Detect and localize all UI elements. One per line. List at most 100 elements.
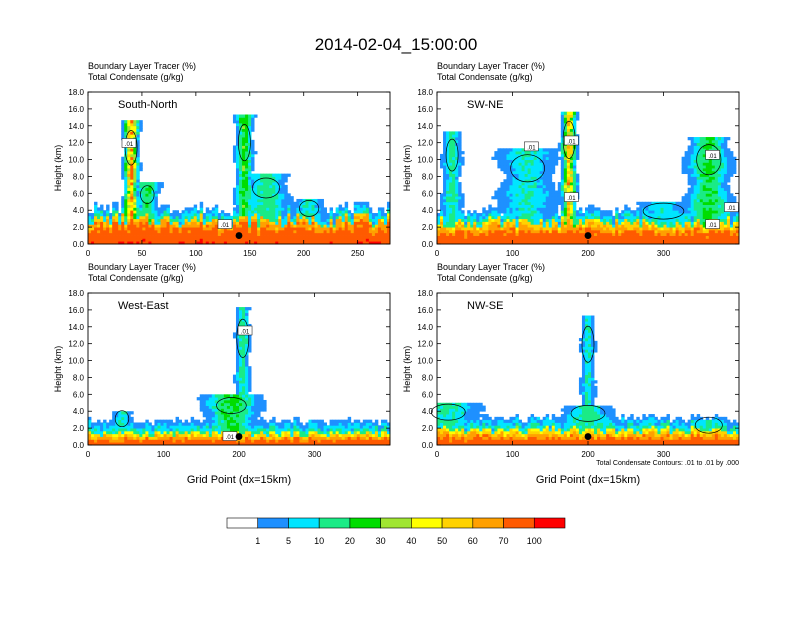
field-cell <box>585 219 588 222</box>
field-cell <box>724 193 727 196</box>
field-cell <box>461 205 464 208</box>
field-cell <box>724 165 727 168</box>
field-cell <box>443 227 446 230</box>
field-cell <box>609 227 612 230</box>
field-cell <box>522 205 525 208</box>
field-cell <box>664 210 667 213</box>
field-cell <box>272 185 275 188</box>
field-cell <box>700 221 703 224</box>
field-cell <box>682 160 685 163</box>
field-cell <box>188 431 191 434</box>
field-cell <box>461 213 464 216</box>
field-cell <box>179 437 182 440</box>
field-cell <box>546 230 549 233</box>
field-cell <box>455 210 458 213</box>
field-cell <box>513 202 516 205</box>
field-cell <box>461 210 464 213</box>
field-cell <box>455 230 458 233</box>
field-cell <box>721 145 724 148</box>
field-cell <box>443 191 446 194</box>
field-cell <box>254 188 257 191</box>
field-cell <box>260 431 263 434</box>
field-cell <box>449 236 452 239</box>
field-cell <box>676 227 679 230</box>
field-cell <box>730 165 733 168</box>
field-cell <box>245 137 248 140</box>
field-cell <box>272 221 275 224</box>
field-cell <box>263 188 266 191</box>
field-cell <box>630 238 633 241</box>
field-cell <box>627 233 630 236</box>
field-cell <box>357 434 360 437</box>
field-cell <box>224 213 227 216</box>
field-cell <box>525 191 528 194</box>
field-cell <box>540 168 543 171</box>
field-cell <box>597 224 600 227</box>
field-cell <box>682 219 685 222</box>
field-cell <box>251 117 254 120</box>
field-cell <box>239 202 242 205</box>
field-cell <box>570 117 573 120</box>
field-cell <box>164 213 167 216</box>
field-cell <box>164 236 167 239</box>
field-cell <box>182 439 185 442</box>
field-cell <box>233 199 236 202</box>
field-cell <box>296 219 299 222</box>
field-cell <box>494 196 497 199</box>
field-cell <box>654 233 657 236</box>
field-cell <box>233 157 236 160</box>
field-cell <box>151 207 154 210</box>
field-cell <box>473 219 476 222</box>
field-cell <box>106 233 109 236</box>
field-cell <box>260 179 263 182</box>
field-cell <box>552 162 555 165</box>
field-cell <box>579 238 582 241</box>
field-cell <box>142 236 145 239</box>
field-cell <box>233 188 236 191</box>
field-cell <box>579 210 582 213</box>
field-cell <box>718 233 721 236</box>
field-cell <box>157 191 160 194</box>
field-cell <box>703 162 706 165</box>
field-cell <box>516 185 519 188</box>
field-cell <box>531 238 534 241</box>
field-cell <box>197 233 200 236</box>
field-cell <box>500 230 503 233</box>
field-cell <box>639 210 642 213</box>
field-cell <box>537 191 540 194</box>
field-cell <box>682 238 685 241</box>
field-cell <box>106 227 109 230</box>
field-cell <box>603 230 606 233</box>
field-cell <box>188 230 191 233</box>
field-cell <box>570 205 573 208</box>
field-cell <box>154 439 157 442</box>
field-cell <box>305 221 308 224</box>
field-cell <box>503 199 506 202</box>
field-cell <box>688 227 691 230</box>
field-cell <box>342 210 345 213</box>
field-cell <box>715 179 718 182</box>
field-cell <box>142 227 145 230</box>
field-cell <box>449 216 452 219</box>
field-cell <box>257 205 260 208</box>
field-cell <box>509 233 512 236</box>
field-cell <box>730 154 733 157</box>
field-cell <box>299 434 302 437</box>
field-cell <box>712 140 715 143</box>
field-cell <box>142 216 145 219</box>
field-cell <box>251 160 254 163</box>
field-cell <box>558 221 561 224</box>
field-cell <box>552 171 555 174</box>
field-cell <box>715 176 718 179</box>
field-cell <box>549 185 552 188</box>
field-cell <box>139 123 142 126</box>
field-cell <box>712 176 715 179</box>
field-cell <box>124 196 127 199</box>
field-cell <box>269 185 272 188</box>
field-cell <box>327 233 330 236</box>
field-cell <box>106 205 109 208</box>
field-cell <box>630 216 633 219</box>
field-cell <box>443 179 446 182</box>
field-cell <box>513 191 516 194</box>
field-cell <box>503 168 506 171</box>
